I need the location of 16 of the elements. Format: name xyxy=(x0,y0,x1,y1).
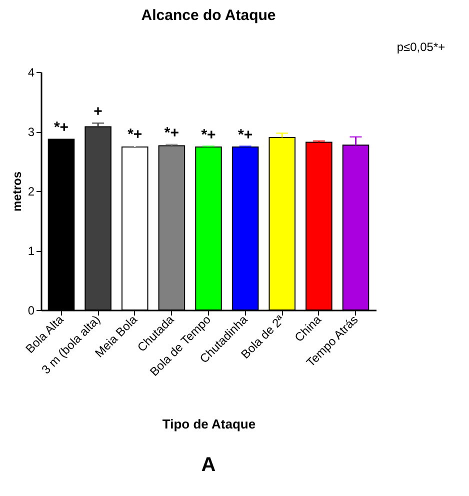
text: A xyxy=(201,454,216,476)
text: p≤0,05*+ xyxy=(396,40,446,54)
annotation: + xyxy=(94,103,103,120)
annotation: *+ xyxy=(238,126,253,144)
y-tick-label: 0 xyxy=(28,304,35,318)
annotation: *+ xyxy=(54,119,69,136)
y-tick-label: 1 xyxy=(28,244,35,258)
y-axis-title: metros xyxy=(10,171,24,212)
chart-title: Alcance do Ataque xyxy=(141,7,276,24)
y-tick-label: 4 xyxy=(28,66,35,80)
annotation: *+ xyxy=(164,124,180,142)
y-tick-label: 2 xyxy=(28,184,35,198)
annotation: *+ xyxy=(201,126,216,144)
annotation: *+ xyxy=(128,126,142,143)
x-axis-title: Tipo de Ataque xyxy=(162,416,256,432)
y-tick-label: 3 xyxy=(28,125,35,139)
